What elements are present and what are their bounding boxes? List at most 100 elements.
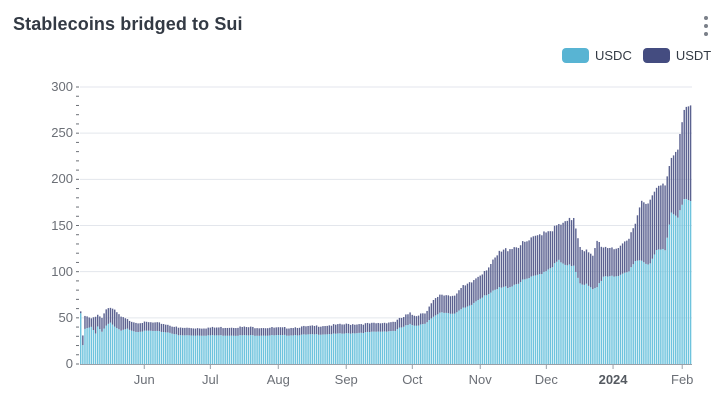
usdt-bar[interactable] (539, 234, 541, 274)
usdt-bar[interactable] (269, 327, 271, 336)
usdt-bar[interactable] (373, 322, 375, 332)
usdc-bar[interactable] (218, 335, 220, 364)
usdt-bar[interactable] (551, 231, 554, 268)
usdt-bar[interactable] (645, 203, 647, 264)
usdc-bar[interactable] (292, 335, 294, 364)
usdt-bar[interactable] (396, 319, 399, 330)
usdt-bar[interactable] (437, 296, 439, 315)
usdc-bar[interactable] (502, 286, 505, 364)
usdt-bar[interactable] (275, 327, 277, 336)
usdt-bar[interactable] (611, 247, 613, 276)
usdt-bar[interactable] (583, 251, 586, 285)
usdc-bar[interactable] (228, 335, 231, 364)
usdt-bar[interactable] (182, 327, 184, 336)
usdt-bar[interactable] (683, 109, 685, 200)
usdc-bar[interactable] (269, 335, 271, 364)
usdc-bar[interactable] (687, 200, 690, 364)
usdc-bar[interactable] (86, 328, 88, 364)
usdc-bar[interactable] (388, 331, 390, 364)
usdc-bar[interactable] (88, 327, 90, 364)
usdt-bar[interactable] (118, 314, 120, 330)
usdc-bar[interactable] (675, 215, 677, 364)
usdc-bar[interactable] (120, 330, 122, 364)
usdc-bar[interactable] (379, 331, 382, 364)
usdc-bar[interactable] (394, 330, 396, 364)
usdt-bar[interactable] (366, 322, 369, 332)
usdt-bar[interactable] (190, 328, 192, 336)
usdc-bar[interactable] (226, 335, 229, 364)
usdc-bar[interactable] (364, 332, 367, 364)
usdt-bar[interactable] (162, 324, 165, 333)
usdc-bar[interactable] (515, 284, 518, 364)
usdt-bar[interactable] (175, 326, 178, 335)
usdt-bar[interactable] (509, 249, 511, 288)
usdc-bar[interactable] (107, 323, 110, 364)
usdt-bar[interactable] (148, 322, 150, 331)
usdt-bar[interactable] (141, 322, 144, 332)
usdc-bar[interactable] (638, 260, 641, 364)
usdc-bar[interactable] (213, 335, 216, 364)
usdt-bar[interactable] (668, 166, 671, 225)
usdc-bar[interactable] (230, 335, 233, 364)
usdt-bar[interactable] (131, 321, 133, 331)
usdt-bar[interactable] (335, 324, 337, 334)
usdt-bar[interactable] (500, 251, 503, 288)
usdc-bar[interactable] (475, 301, 477, 364)
usdc-bar[interactable] (330, 334, 333, 364)
usdc-bar[interactable] (581, 284, 583, 364)
usdc-bar[interactable] (216, 335, 218, 364)
usdc-bar[interactable] (449, 313, 452, 364)
usdc-bar[interactable] (685, 198, 688, 364)
usdt-bar[interactable] (114, 309, 116, 327)
usdt-bar[interactable] (445, 295, 447, 313)
usdc-bar[interactable] (647, 264, 649, 364)
usdt-bar[interactable] (137, 323, 139, 332)
usdc-bar[interactable] (400, 327, 403, 364)
legend-item-usdc[interactable]: USDC (562, 48, 632, 63)
usdc-bar[interactable] (422, 324, 424, 364)
usdt-bar[interactable] (541, 235, 543, 275)
usdt-bar[interactable] (568, 217, 571, 265)
usdt-bar[interactable] (624, 241, 626, 273)
usdt-bar[interactable] (573, 217, 575, 266)
usdc-bar[interactable] (264, 335, 267, 364)
usdc-bar[interactable] (260, 335, 263, 364)
usdt-bar[interactable] (241, 326, 243, 336)
usdc-bar[interactable] (672, 214, 675, 364)
usdc-bar[interactable] (114, 326, 116, 364)
usdt-bar[interactable] (630, 232, 632, 268)
usdc-bar[interactable] (184, 335, 186, 364)
usdt-bar[interactable] (534, 235, 537, 276)
usdt-bar[interactable] (152, 322, 154, 331)
usdt-bar[interactable] (303, 325, 305, 335)
usdc-bar[interactable] (417, 325, 420, 364)
usdt-bar[interactable] (99, 316, 101, 330)
usdc-bar[interactable] (396, 329, 399, 364)
usdt-bar[interactable] (515, 247, 518, 285)
usdc-bar[interactable] (341, 333, 343, 364)
usdc-bar[interactable] (335, 333, 337, 364)
usdt-bar[interactable] (192, 328, 195, 336)
usdc-bar[interactable] (222, 335, 224, 364)
usdc-bar[interactable] (619, 274, 622, 364)
usdt-bar[interactable] (547, 231, 549, 270)
usdt-bar[interactable] (277, 327, 280, 336)
usdt-bar[interactable] (128, 320, 131, 330)
usdc-bar[interactable] (587, 285, 590, 364)
usdt-bar[interactable] (167, 324, 169, 333)
usdc-bar[interactable] (383, 331, 386, 364)
usdt-bar[interactable] (188, 327, 190, 336)
usdc-bar[interactable] (354, 333, 356, 364)
usdt-bar[interactable] (456, 293, 458, 313)
usdc-bar[interactable] (590, 287, 592, 364)
usdc-bar[interactable] (250, 335, 252, 364)
usdc-bar[interactable] (177, 335, 180, 364)
usdt-bar[interactable] (307, 325, 309, 335)
usdt-bar[interactable] (658, 185, 660, 250)
usdt-bar[interactable] (82, 335, 84, 346)
usdt-bar[interactable] (341, 324, 343, 334)
usdc-bar[interactable] (352, 333, 354, 364)
usdt-bar[interactable] (666, 176, 668, 238)
usdc-bar[interactable] (556, 261, 558, 364)
usdc-bar[interactable] (677, 217, 679, 364)
